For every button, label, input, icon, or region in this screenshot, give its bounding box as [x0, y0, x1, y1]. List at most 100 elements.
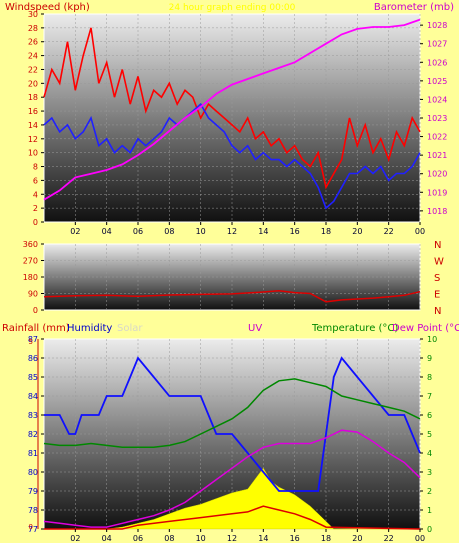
y-tick-label-left: 84	[28, 392, 38, 401]
y-tick-label-right: 1024	[427, 95, 447, 104]
y-tick-label-left: 87	[28, 335, 38, 344]
y-tick-label-left: 77	[28, 525, 38, 534]
x-tick-label: 14	[258, 534, 268, 543]
y-tick-label-left: 28	[28, 24, 38, 33]
y-tick-label-left: 81	[28, 449, 38, 458]
compass-label: W	[434, 257, 444, 268]
x-tick-label: 04	[102, 534, 112, 543]
y-tick-label-left: 26	[28, 38, 38, 47]
x-tick-label: 22	[384, 534, 394, 543]
y-tick-label-left: 8	[33, 163, 38, 172]
header-label: Rainfall (mm)	[2, 323, 70, 334]
compass-label: S	[434, 273, 440, 284]
compass-label: E	[434, 290, 440, 301]
x-tick-label: 20	[352, 227, 362, 236]
x-tick-label: 10	[196, 534, 206, 543]
x-tick-label: 12	[227, 227, 237, 236]
average-speed-series-line	[43, 102, 421, 210]
temperature-series-line	[43, 378, 421, 449]
barometer-axis-title: Barometer (mb)	[374, 2, 454, 13]
rain-axis-tick: 0	[29, 523, 33, 531]
header-label: Humidity	[67, 323, 112, 334]
y-tick-label-left: 22	[28, 65, 38, 74]
x-tick-label: 16	[290, 227, 300, 236]
x-tick-label: 02	[70, 227, 80, 236]
y-tick-label-right: 1023	[427, 114, 447, 123]
header-label: Solar	[117, 323, 143, 334]
x-tick-label: 22	[384, 227, 394, 236]
x-tick-label: 04	[102, 227, 112, 236]
y-tick-label-left: 6	[33, 176, 38, 185]
x-tick-label: 20	[352, 534, 362, 543]
x-tick-label: 08	[164, 534, 174, 543]
y-tick-label-right: 1021	[427, 151, 447, 160]
y-tick-label-left: 24	[28, 52, 38, 61]
y-tick-label-right: 3	[427, 468, 432, 477]
solar-series-area	[44, 467, 420, 530]
y-tick-label-right: 1028	[427, 21, 447, 30]
y-tick-label-right: 6	[427, 411, 432, 420]
header-label: Temperature (°C)	[311, 323, 398, 334]
x-tick-label: 00	[415, 534, 425, 543]
y-tick-label-left: 270	[23, 257, 38, 266]
y-tick-label-left: 0	[33, 218, 38, 227]
y-tick-label-left: 180	[23, 273, 38, 282]
y-tick-label-left: 12	[28, 135, 38, 144]
y-tick-label-right: 1027	[427, 40, 447, 49]
compass-label: N	[434, 306, 441, 317]
x-tick-label: 08	[164, 227, 174, 236]
y-tick-label-right: 9	[427, 354, 432, 363]
x-tick-label: 02	[70, 534, 80, 543]
y-tick-label-left: 16	[28, 107, 38, 116]
y-tick-label-right: 1020	[427, 170, 447, 179]
y-tick-label-left: 82	[28, 430, 38, 439]
y-tick-label-right: 1026	[427, 58, 447, 67]
uv-series-line	[44, 505, 421, 530]
y-tick-label-left: 30	[28, 10, 38, 19]
y-tick-label-right: 5	[427, 430, 432, 439]
y-tick-label-right: 1022	[427, 133, 447, 142]
y-tick-label-left: 83	[28, 411, 38, 420]
header-label: Dew Point (°C)	[392, 323, 459, 334]
wind-direction-series-line	[43, 290, 421, 303]
y-tick-label-left: 86	[28, 354, 38, 363]
y-tick-label-left: 10	[28, 149, 38, 158]
windspeed-axis-title: Windspeed (kph)	[5, 2, 90, 13]
x-tick-label: 16	[290, 534, 300, 543]
chart-title: 24 hour graph ending 00:00	[169, 3, 296, 13]
x-tick-label: 06	[133, 227, 143, 236]
x-tick-label: 18	[321, 534, 331, 543]
x-tick-label: 00	[415, 227, 425, 236]
y-tick-label-left: 360	[23, 240, 38, 249]
y-tick-label-left: 14	[28, 121, 38, 130]
y-tick-label-left: 78	[28, 506, 38, 515]
y-tick-label-right: 2	[427, 487, 432, 496]
x-tick-label: 14	[258, 227, 268, 236]
y-tick-label-left: 18	[28, 93, 38, 102]
compass-label: N	[434, 240, 441, 251]
y-tick-label-right: 1	[427, 506, 432, 515]
y-tick-label-left: 0	[33, 306, 38, 315]
y-tick-label-left: 20	[28, 79, 38, 88]
rain-axis-tick: 5	[29, 338, 33, 346]
header-label: UV	[248, 323, 262, 334]
y-tick-label-left: 4	[33, 190, 38, 199]
y-tick-label-right: 0	[427, 525, 432, 534]
x-tick-label: 10	[196, 227, 206, 236]
dew-point-series-line	[43, 429, 421, 528]
x-tick-label: 18	[321, 227, 331, 236]
y-tick-label-right: 1025	[427, 77, 447, 86]
y-tick-label-left: 85	[28, 373, 38, 382]
y-tick-label-right: 7	[427, 392, 432, 401]
x-tick-label: 12	[227, 534, 237, 543]
y-tick-label-right: 8	[427, 373, 432, 382]
humidity-series-line	[44, 356, 421, 492]
y-tick-label-left: 79	[28, 487, 38, 496]
gust-series-line	[43, 27, 421, 190]
y-tick-label-left: 2	[33, 204, 38, 213]
y-tick-label-right: 4	[427, 449, 432, 458]
y-tick-label-right: 1018	[427, 207, 447, 216]
x-tick-label: 06	[133, 534, 143, 543]
